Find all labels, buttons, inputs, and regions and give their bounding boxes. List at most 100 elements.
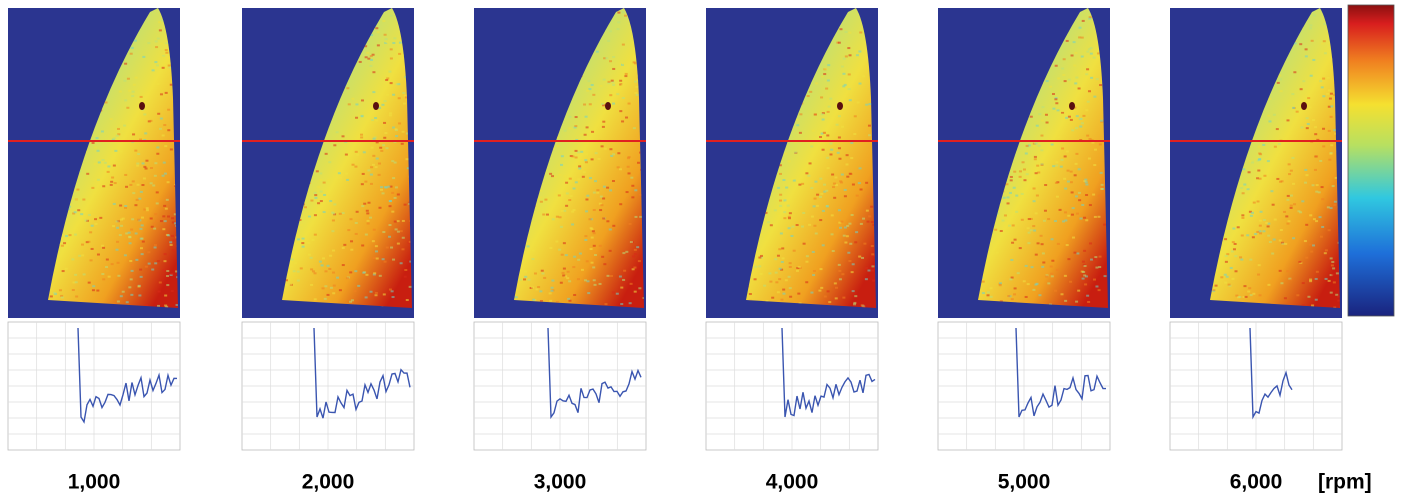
heatmap-cell [805, 281, 808, 283]
heatmap-cell [1076, 115, 1079, 117]
heatmap-cell [852, 263, 855, 265]
heatmap-cell [1035, 172, 1038, 174]
heatmap-cell [819, 196, 822, 198]
heatmap-cell [782, 257, 785, 259]
heatmap-cell [559, 216, 562, 218]
heatmap-cell [865, 104, 868, 106]
heatmap-cell [1325, 278, 1328, 280]
heatmap-cell [1098, 289, 1101, 291]
heatmap-cell [524, 276, 527, 278]
heatmap-cell [320, 191, 323, 193]
heatmap-cell [585, 153, 588, 155]
heatmap-cell [113, 203, 116, 205]
heatmap-cell [159, 281, 162, 283]
heatmap-cell [1070, 171, 1073, 173]
heatmap-cell [827, 64, 830, 66]
heatmap-cell [781, 261, 784, 263]
heatmap-cell [325, 153, 328, 155]
heatmap-cell [382, 144, 385, 146]
heatmap-cell [1328, 130, 1331, 132]
heatmap-cell [627, 166, 630, 168]
heatmap-cell [857, 101, 860, 103]
heatmap-cell [141, 184, 144, 186]
heatmap-cell [764, 235, 767, 237]
heatmap-cell [1279, 270, 1282, 272]
heatmap-cell [1251, 212, 1254, 214]
heatmap-cell [160, 220, 163, 222]
heatmap-cell [591, 84, 594, 86]
heatmap-cell [527, 279, 530, 281]
heatmap-cell [375, 120, 378, 122]
heatmap-cell [771, 297, 774, 299]
heatmap-cell [1344, 195, 1347, 197]
heatmap-cell [607, 40, 610, 42]
heatmap-cell [768, 272, 771, 274]
heatmap-cell [157, 260, 160, 262]
heatmap-cell [1263, 219, 1266, 221]
heatmap-cell [1249, 259, 1252, 261]
heatmap-cell [788, 276, 791, 278]
heatmap-cell [389, 200, 392, 202]
heatmap-cell [596, 189, 599, 191]
heatmap-cell [1044, 184, 1047, 186]
heatmap-cell [1250, 215, 1253, 217]
heatmap-cell [1330, 257, 1333, 259]
heatmap-cell [577, 259, 580, 261]
heatmap-cell [851, 214, 854, 216]
heatmap-cell [105, 266, 108, 268]
heatmap-cell [881, 248, 884, 250]
heatmap-cell [404, 269, 407, 271]
heatmap-cell [612, 153, 615, 155]
heatmap-cell [619, 203, 622, 205]
heatmap-cell [1283, 211, 1286, 213]
heatmap-cell [314, 272, 317, 274]
heatmap-cell [787, 142, 790, 144]
heatmap-cell [156, 83, 159, 85]
heatmap-cell [1226, 253, 1229, 255]
heatmap-cell [1316, 271, 1319, 273]
heatmap-cell [848, 73, 851, 75]
heatmap-cell [814, 181, 817, 183]
heatmap-cell [868, 103, 871, 105]
hole [837, 102, 843, 110]
heatmap-cell [1010, 179, 1013, 181]
heatmap-cell [332, 292, 335, 294]
heatmap-cell [367, 202, 370, 204]
heatmap-cell [854, 241, 857, 243]
heatmap-cell [871, 253, 874, 255]
heatmap-cell [363, 203, 366, 205]
heatmap-cell [389, 289, 392, 291]
heatmap-cell [170, 148, 173, 150]
heatmap-cell [794, 151, 797, 153]
heatmap-cell [606, 187, 609, 189]
heatmap-cell [996, 237, 999, 239]
heatmap-cell [849, 54, 852, 56]
heatmap-cell [810, 292, 813, 294]
heatmap-cell [1302, 80, 1305, 82]
heatmap-cell [389, 112, 392, 114]
heatmap-cell [94, 163, 97, 165]
heatmap-cell [1060, 159, 1063, 161]
heatmap-cell [819, 178, 822, 180]
heatmap-cell [1304, 182, 1307, 184]
heatmap-cell [169, 241, 172, 243]
speed-label: 6,000 [1230, 471, 1283, 494]
heatmap-cell [339, 177, 342, 179]
heatmap-cell [170, 273, 173, 275]
heatmap-cell [1112, 303, 1115, 305]
heatmap-cell [586, 260, 589, 262]
heatmap-cell [591, 262, 594, 264]
heatmap-cell [1300, 88, 1303, 90]
heatmap-cell [356, 154, 359, 156]
heatmap-cell [400, 262, 403, 264]
heatmap-cell [75, 281, 78, 283]
heatmap-cell [1066, 40, 1069, 42]
heatmap-cell [1232, 228, 1235, 230]
heatmap-cell [92, 142, 95, 144]
heatmap-cell [539, 290, 542, 292]
heatmap-cell [365, 56, 368, 58]
heatmap-cell [300, 224, 303, 226]
heatmap-cell [858, 182, 861, 184]
heatmap-cell [602, 197, 605, 199]
heatmap-cell [1019, 176, 1022, 178]
